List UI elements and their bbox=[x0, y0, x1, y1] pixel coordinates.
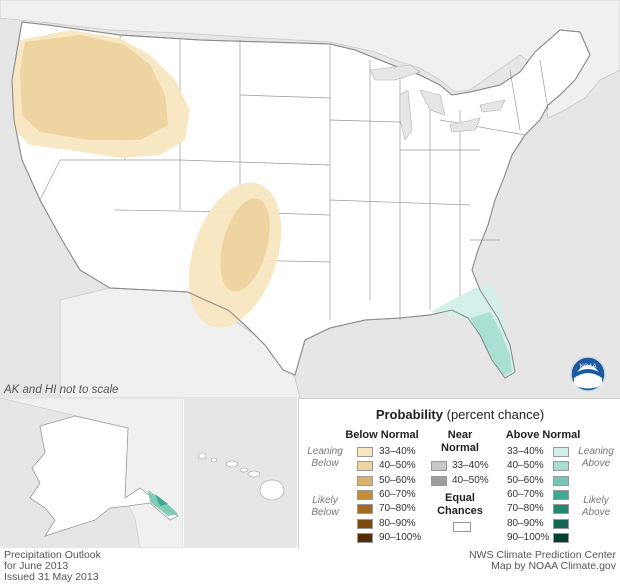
near-normal-swatch-1 bbox=[431, 476, 447, 486]
below-likely-label: Likely Below bbox=[301, 495, 349, 519]
near-heading-line1: Near bbox=[447, 429, 473, 441]
above-normal-swatch-1 bbox=[553, 461, 569, 472]
below-normal-swatch-3 bbox=[357, 489, 373, 500]
above-leaning-label: Leaning Above bbox=[573, 446, 619, 470]
above-normal-label-3: 60–70% bbox=[507, 488, 544, 500]
contiguous-us-map: NOAA bbox=[0, 0, 620, 398]
below-normal-swatch-0 bbox=[357, 447, 373, 457]
above-normal-swatch-6 bbox=[553, 532, 569, 543]
above-normal-label-2: 50–60% bbox=[507, 474, 544, 486]
below-normal-label-2: 50–60% bbox=[379, 474, 416, 486]
above-normal-swatch-4 bbox=[553, 504, 569, 515]
below-normal-40-50-northwest bbox=[20, 35, 168, 140]
equal-line2: Chances bbox=[437, 505, 483, 517]
above-normal-swatch-5 bbox=[553, 518, 569, 529]
below-leaning-line1: Leaning bbox=[307, 446, 343, 457]
caption-line1: Precipitation Outlook bbox=[4, 549, 101, 561]
above-normal-heading: Above Normal bbox=[505, 429, 581, 441]
us-outline bbox=[11, 21, 591, 379]
above-likely-line1: Likely bbox=[583, 495, 609, 506]
legend-title-rest: (percent chance) bbox=[443, 407, 545, 422]
below-normal-40-50-southwest bbox=[220, 198, 270, 292]
below-normal-label-5: 80–90% bbox=[379, 517, 416, 529]
below-normal-heading: Below Normal bbox=[345, 429, 419, 441]
above-normal-swatch-2 bbox=[553, 475, 569, 486]
hawaii-map bbox=[197, 452, 285, 501]
alaska-inset bbox=[0, 397, 184, 549]
below-likely-line2: Below bbox=[311, 507, 339, 518]
great-lakes bbox=[369, 64, 506, 141]
above-normal-40-50-southeast bbox=[470, 312, 512, 376]
above-likely-label: Likely Above bbox=[573, 495, 619, 519]
below-leaning-line2: Below bbox=[311, 458, 339, 469]
equal-chances-swatch bbox=[453, 522, 471, 532]
hawaii-islands bbox=[197, 452, 285, 501]
above-leaning-line1: Leaning bbox=[578, 446, 614, 457]
legend-title-bold: Probability bbox=[375, 407, 443, 422]
near-normal-swatch-0 bbox=[431, 461, 447, 471]
above-leaning-line2: Above bbox=[581, 458, 611, 469]
alaska-panhandle-above-normal-high bbox=[155, 494, 168, 506]
below-leaning-label: Leaning Below bbox=[301, 446, 349, 470]
near-normal-label-0: 33–40% bbox=[452, 460, 489, 471]
credit-line2: Map by NOAA Climate.gov bbox=[491, 560, 616, 572]
credit-caption: NWS Climate Prediction Center Map by NOA… bbox=[469, 550, 616, 572]
noaa-logo-text: NOAA bbox=[579, 364, 596, 370]
above-normal-swatch-3 bbox=[553, 489, 569, 500]
below-normal-swatch-4 bbox=[357, 504, 373, 515]
above-normal-swatch-0 bbox=[553, 447, 569, 457]
near-heading-line2: Normal bbox=[441, 442, 479, 454]
below-likely-line1: Likely bbox=[312, 495, 338, 506]
below-normal-swatch-2 bbox=[357, 475, 373, 486]
legend-title: Probability (percent chance) bbox=[299, 407, 620, 422]
near-normal-label-1: 40–50% bbox=[452, 475, 489, 486]
near-normal-heading: Near Normal bbox=[435, 429, 485, 455]
probability-legend: Probability (percent chance) Below Norma… bbox=[298, 398, 620, 549]
credit-line1: NWS Climate Prediction Center bbox=[468, 549, 616, 561]
below-normal-swatch-1 bbox=[357, 461, 373, 472]
above-normal-label-6: 90–100% bbox=[507, 531, 550, 543]
outlook-caption: Precipitation Outlook for June 2013 Issu… bbox=[4, 550, 101, 583]
hawaii-inset bbox=[184, 398, 297, 548]
below-normal-label-1: 40–50% bbox=[379, 460, 416, 472]
equal-chances-heading: Equal Chances bbox=[435, 492, 485, 518]
below-normal-label-6: 90–100% bbox=[379, 531, 422, 543]
below-normal-label-4: 70–80% bbox=[379, 503, 416, 515]
above-normal-label-5: 80–90% bbox=[507, 517, 544, 529]
alaska-land bbox=[29, 415, 179, 537]
above-likely-line2: Above bbox=[581, 507, 611, 518]
above-normal-label-4: 70–80% bbox=[507, 503, 544, 515]
equal-line1: Equal bbox=[445, 492, 475, 504]
canada-land bbox=[0, 0, 620, 119]
below-normal-swatch-5 bbox=[357, 518, 373, 529]
below-normal-label-0: 33–40% bbox=[379, 446, 416, 457]
above-normal-label-1: 40–50% bbox=[507, 460, 544, 472]
below-normal-swatch-6 bbox=[357, 532, 373, 543]
caption-line2: for June 2013 bbox=[4, 560, 69, 572]
noaa-logo: NOAA bbox=[570, 356, 606, 392]
below-normal-label-3: 60–70% bbox=[379, 488, 416, 500]
alaska-map bbox=[0, 397, 184, 549]
caption-line3: Issued 31 May 2013 bbox=[4, 571, 99, 583]
scale-note: AK and HI not to scale bbox=[4, 384, 119, 396]
above-normal-label-0: 33–40% bbox=[507, 446, 544, 457]
